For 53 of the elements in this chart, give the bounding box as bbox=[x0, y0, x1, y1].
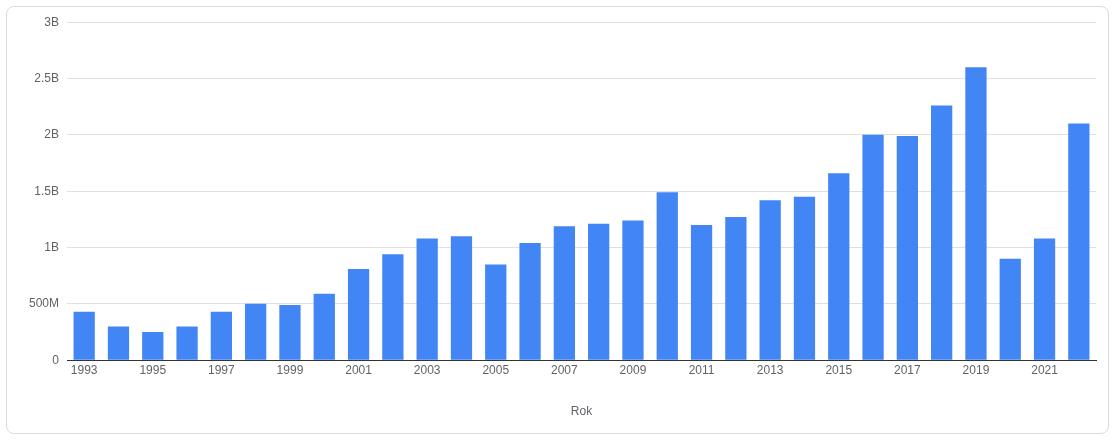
bar bbox=[210, 311, 232, 360]
bar bbox=[793, 196, 816, 360]
x-tick-label: 2003 bbox=[413, 362, 441, 377]
x-tick-label: 2011 bbox=[688, 362, 715, 377]
bar bbox=[828, 173, 850, 360]
x-tick-label: 2005 bbox=[482, 362, 510, 377]
x-tick-label: 2013 bbox=[756, 362, 784, 377]
bar bbox=[416, 238, 438, 360]
bar bbox=[690, 225, 713, 360]
y-tick-label: 2.5B bbox=[34, 70, 60, 85]
x-tick-label: 2017 bbox=[894, 362, 922, 377]
x-tick-label: 1993 bbox=[70, 362, 98, 377]
bar bbox=[622, 220, 644, 360]
bar bbox=[725, 217, 747, 360]
bar bbox=[588, 223, 610, 360]
bar bbox=[176, 326, 198, 360]
bar bbox=[553, 226, 575, 360]
y-tick-label: 1B bbox=[44, 239, 60, 254]
x-tick-label: 2021 bbox=[1031, 362, 1059, 377]
x-tick-label: 1999 bbox=[276, 362, 304, 377]
x-tick-label: 2015 bbox=[825, 362, 853, 377]
y-tick-label: 3B bbox=[44, 14, 60, 29]
x-tick-label: 2009 bbox=[619, 362, 647, 377]
bar bbox=[450, 236, 473, 360]
x-axis-title: Rok bbox=[570, 404, 594, 419]
bar bbox=[999, 258, 1021, 360]
y-tick-label: 0 bbox=[52, 352, 60, 367]
bar bbox=[142, 332, 164, 360]
bar bbox=[862, 134, 884, 360]
y-tick-label: 500M bbox=[28, 296, 60, 311]
bar bbox=[759, 200, 781, 360]
y-tick-label: 2B bbox=[44, 127, 60, 142]
bar bbox=[485, 264, 507, 360]
bar bbox=[382, 254, 404, 360]
bar bbox=[1068, 123, 1090, 360]
bar bbox=[1033, 238, 1056, 360]
bar bbox=[73, 311, 95, 360]
x-tick-label: 1995 bbox=[139, 362, 167, 377]
bar bbox=[519, 243, 541, 360]
bar bbox=[245, 303, 267, 360]
x-tick-label: 2019 bbox=[962, 362, 990, 377]
x-tick-label: 1997 bbox=[208, 362, 236, 377]
x-tick-label: 2007 bbox=[551, 362, 579, 377]
bar bbox=[965, 67, 987, 360]
bar bbox=[107, 326, 130, 360]
bar bbox=[896, 135, 918, 360]
bar bbox=[347, 268, 370, 360]
y-tick-label: 1.5B bbox=[34, 183, 60, 198]
x-tick-label: 2001 bbox=[345, 362, 373, 377]
bar bbox=[279, 304, 301, 360]
bar bbox=[931, 105, 953, 360]
bar bbox=[313, 293, 335, 360]
bar bbox=[656, 192, 678, 360]
